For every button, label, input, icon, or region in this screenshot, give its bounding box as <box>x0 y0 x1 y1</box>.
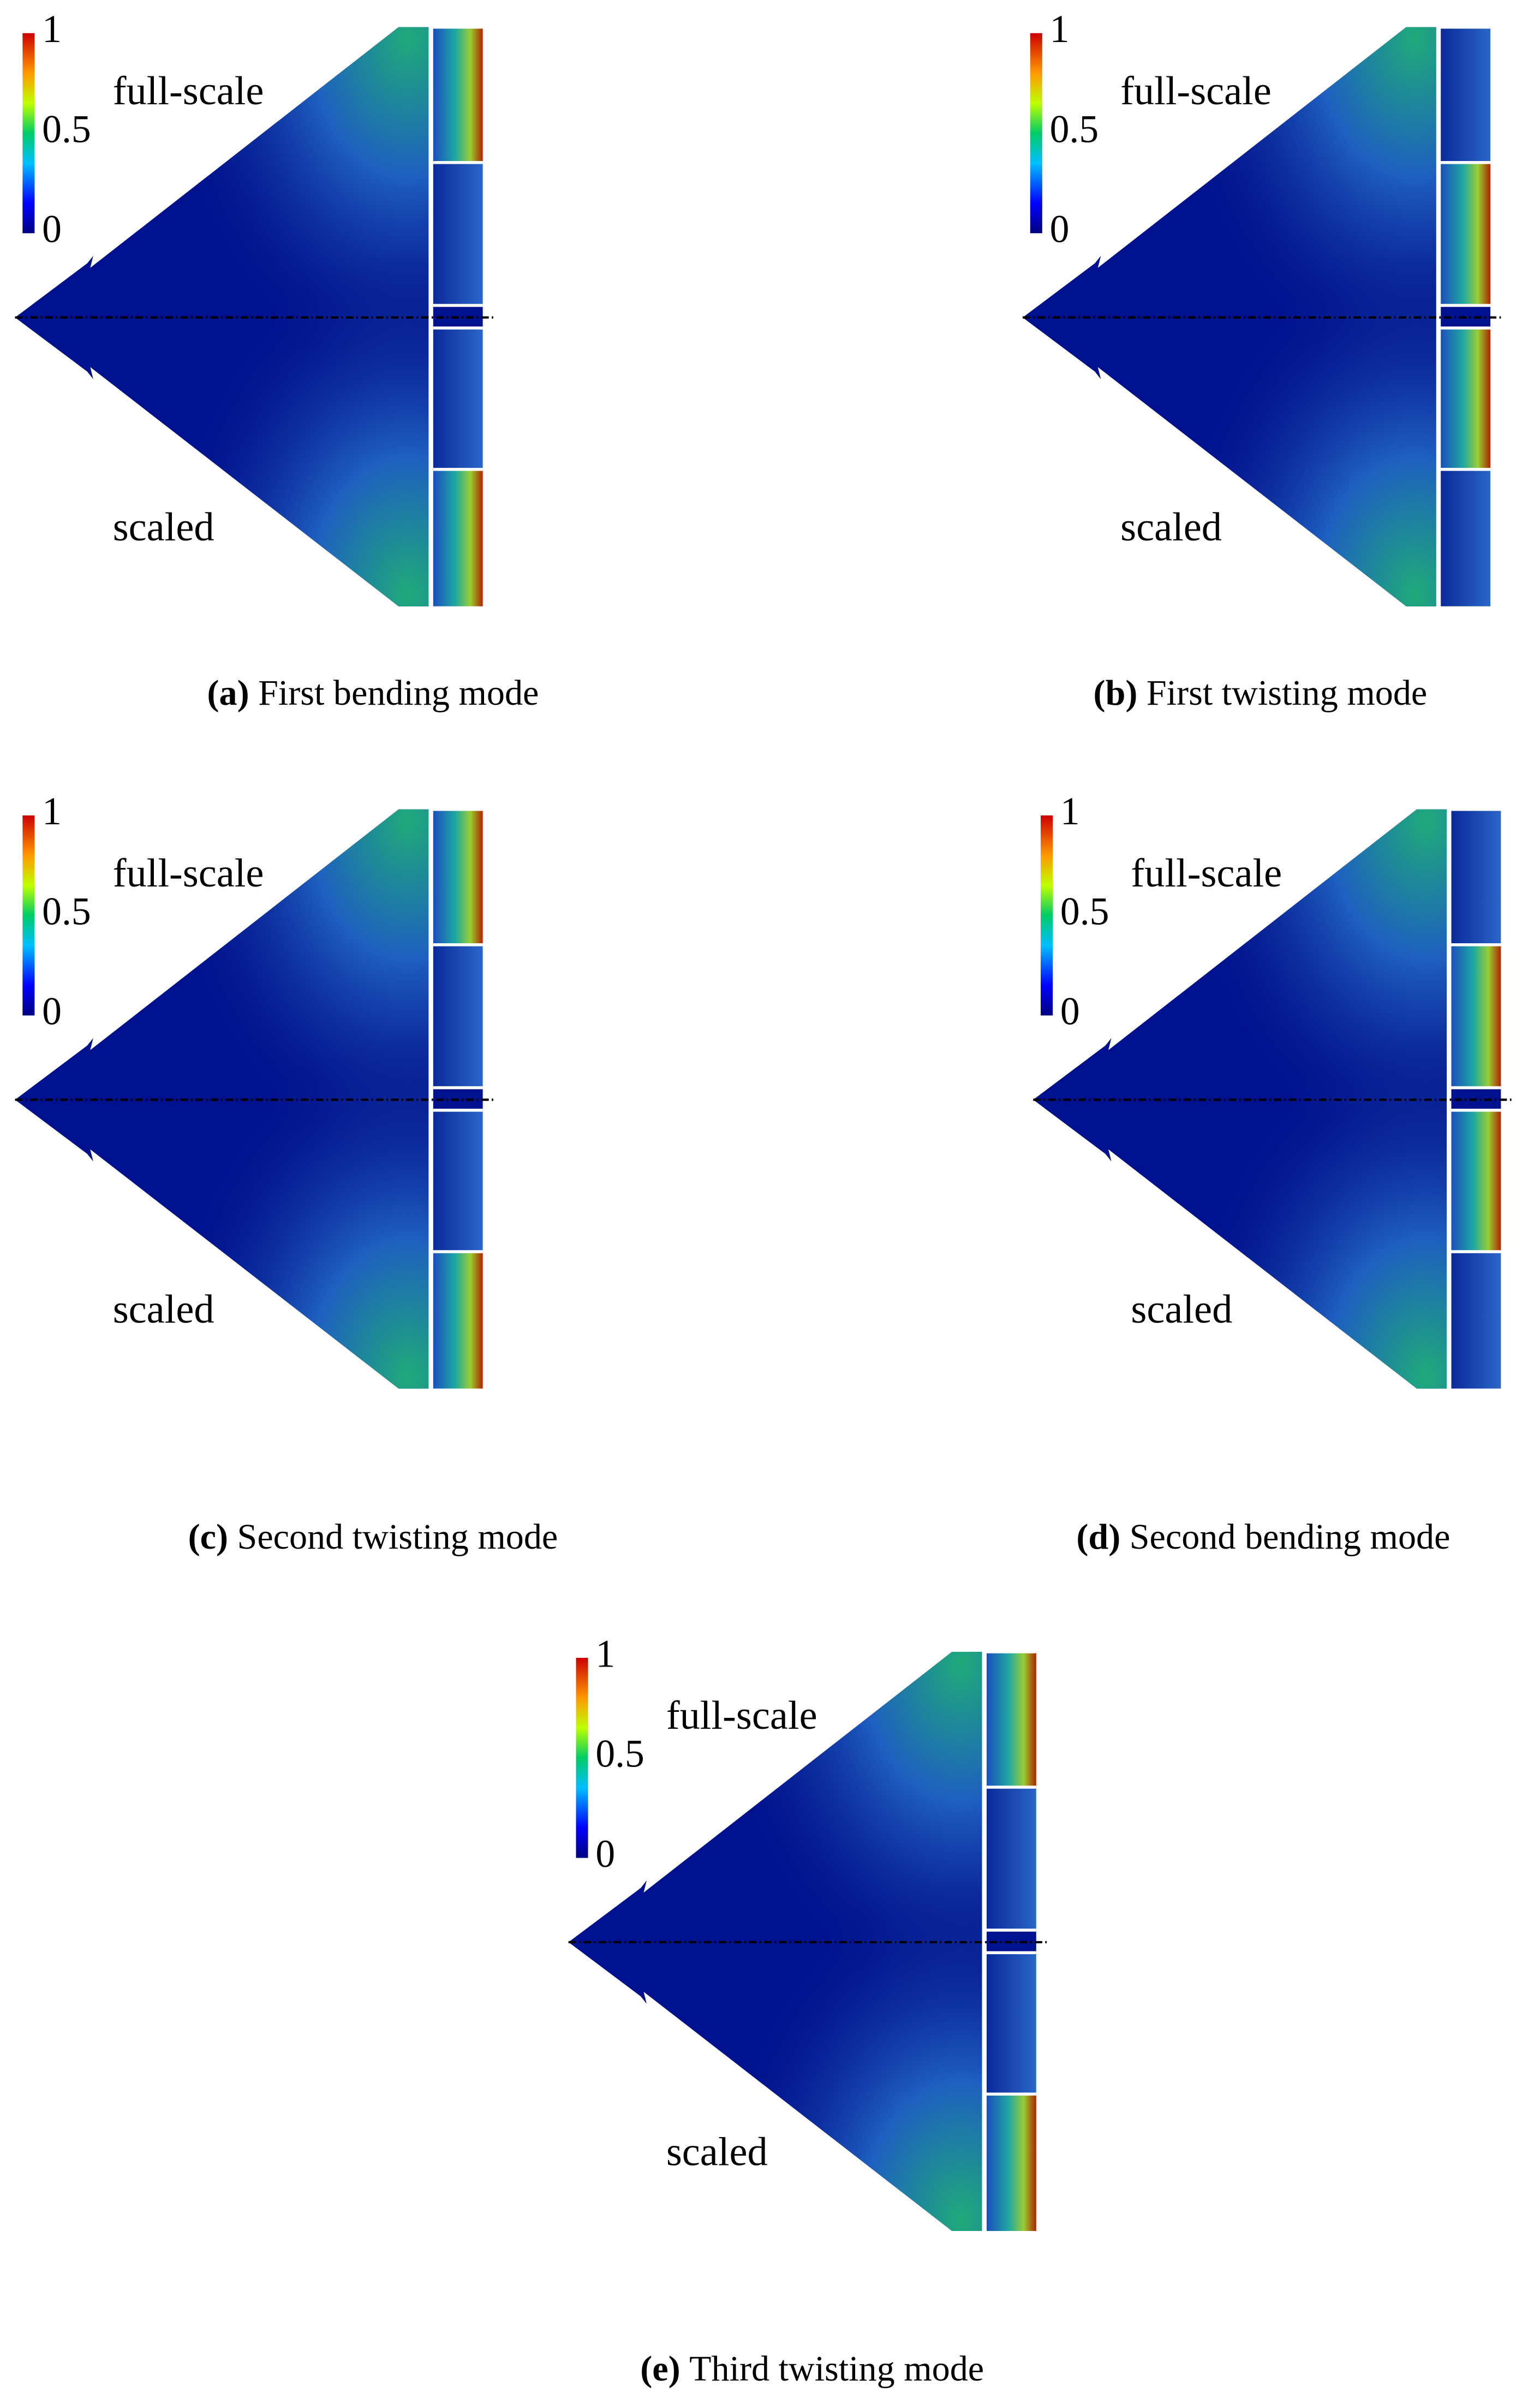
strip-segment <box>433 162 483 306</box>
bottom-label: scaled <box>1120 505 1222 550</box>
strip-segment <box>1441 27 1491 163</box>
panel: 1 0.5 0 full-scale scaled <box>568 1632 1047 2232</box>
caption-tag: (d) <box>1076 1517 1120 1557</box>
strip-segment <box>1451 944 1501 1088</box>
strip-segment <box>986 1787 1036 1930</box>
colorbar-tick-label: 1 <box>42 8 62 51</box>
caption-tag: (b) <box>1094 673 1138 713</box>
caption: (a) First bending mode <box>207 673 539 713</box>
caption-text: First bending mode <box>258 673 539 713</box>
top-label: full-scale <box>1120 69 1272 114</box>
strip-segment <box>433 27 483 163</box>
colorbar <box>1030 33 1042 234</box>
bottom-label: scaled <box>113 505 214 550</box>
top-label: full-scale <box>113 851 264 896</box>
colorbar-tick-label: 0 <box>42 990 62 1033</box>
strip-segment <box>986 2094 1036 2232</box>
colorbar-tick-label: 1 <box>595 1632 615 1675</box>
bottom-label: scaled <box>666 2129 768 2174</box>
strip-segment <box>1451 1110 1501 1252</box>
strip-segment <box>433 469 483 606</box>
caption-tag: (a) <box>207 673 249 713</box>
colorbar-tick-label: 0 <box>1050 208 1070 251</box>
caption: (e) Third twisting mode <box>640 2349 984 2389</box>
colorbar <box>22 33 35 234</box>
caption-tag: (c) <box>188 1517 228 1557</box>
caption: (b) First twisting mode <box>1094 673 1428 713</box>
colorbar <box>1041 815 1053 1016</box>
strip-segment <box>1441 469 1491 606</box>
caption-text: Second twisting mode <box>237 1517 558 1557</box>
top-label: full-scale <box>1131 851 1282 896</box>
strip-segment <box>986 1953 1036 2095</box>
colorbar-tick-label: 0.5 <box>1060 890 1109 933</box>
panel: 1 0.5 0 full-scale scaled <box>15 8 493 606</box>
strip-segment <box>1451 1251 1501 1389</box>
top-label: full-scale <box>113 69 264 114</box>
colorbar-tick-label: 0.5 <box>595 1733 644 1776</box>
strip-segment <box>1441 162 1491 306</box>
colorbar-tick-label: 0 <box>42 208 62 251</box>
colorbar <box>576 1658 588 1858</box>
caption: (c) Second twisting mode <box>188 1517 558 1557</box>
strip-segment <box>433 1251 483 1389</box>
caption-text: Second bending mode <box>1130 1517 1451 1557</box>
bottom-label: scaled <box>113 1287 214 1332</box>
colorbar-tick-label: 0 <box>1060 990 1080 1033</box>
caption: (d) Second bending mode <box>1076 1517 1450 1557</box>
colorbar <box>22 815 35 1016</box>
colorbar-tick-label: 0.5 <box>42 890 91 933</box>
strip-segment <box>1451 809 1501 945</box>
bottom-label: scaled <box>1131 1287 1232 1332</box>
strip-segment <box>433 944 483 1088</box>
caption-tag: (e) <box>640 2349 680 2389</box>
colorbar-tick-label: 1 <box>42 790 62 833</box>
colorbar-tick-label: 1 <box>1060 790 1080 833</box>
colorbar-tick-label: 0.5 <box>1050 108 1099 151</box>
panel: 1 0.5 0 full-scale scaled <box>15 790 493 1389</box>
colorbar-tick-label: 0 <box>595 1832 615 1876</box>
panel: 1 0.5 0 full-scale scaled <box>1033 790 1512 1389</box>
strip-segment <box>433 809 483 945</box>
top-label: full-scale <box>666 1693 817 1738</box>
colorbar-tick-label: 0.5 <box>42 108 91 151</box>
colorbar-tick-label: 1 <box>1050 8 1070 51</box>
caption-text: Third twisting mode <box>689 2349 984 2389</box>
strip-segment <box>986 1652 1036 1788</box>
strip-segment <box>433 328 483 469</box>
strip-segment <box>1441 328 1491 469</box>
caption-text: First twisting mode <box>1147 673 1427 713</box>
panel: 1 0.5 0 full-scale scaled <box>1022 8 1501 606</box>
strip-segment <box>433 1110 483 1252</box>
